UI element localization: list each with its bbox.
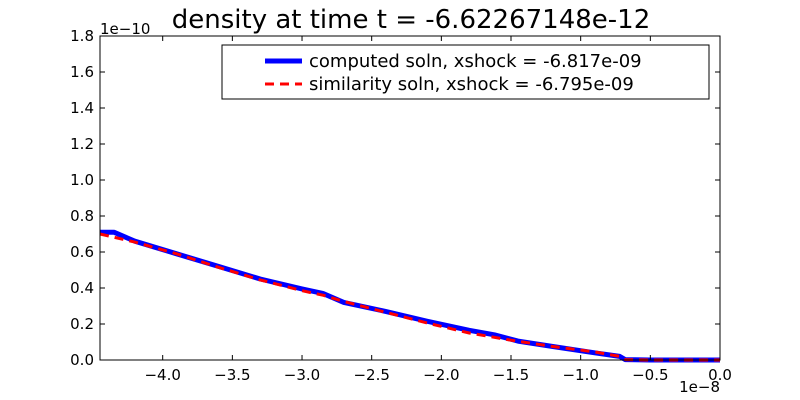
x-tick-label: 0.0	[708, 366, 732, 384]
series-line-1	[100, 229, 720, 363]
plot-frame	[99, 35, 721, 361]
y-multiplier-label: 1e−10	[100, 20, 150, 38]
y-tick-label: 1.8	[70, 27, 94, 45]
legend-box	[221, 44, 710, 100]
x-tick-label: −0.5	[632, 366, 668, 384]
x-tick-label: −2.0	[423, 366, 459, 384]
x-tick-label: −1.0	[562, 366, 598, 384]
x-tick-label: −4.0	[144, 366, 180, 384]
y-tick-label: 1.6	[70, 63, 94, 81]
y-tick-label: 0.8	[70, 207, 94, 225]
series-group	[99, 229, 720, 363]
y-tick-label: 0.4	[70, 279, 94, 297]
legend-label-1: computed soln, xshock = -6.817e-09	[309, 51, 642, 72]
x-tick-label: −3.5	[214, 366, 250, 384]
y-tick-label: 1.0	[70, 171, 94, 189]
y-tick-label: 0.6	[70, 243, 94, 261]
x-multiplier-label: 1e−8	[679, 378, 720, 396]
x-tick-label: −1.5	[493, 366, 529, 384]
series-line-2	[99, 232, 720, 362]
y-tick-label: 1.4	[70, 99, 94, 117]
x-tick-label: −3.0	[284, 366, 320, 384]
y-tick-label: 0.2	[70, 315, 94, 333]
legend-label-2: similarity soln, xshock = -6.795e-09	[309, 74, 634, 95]
y-tick-label: 0.0	[70, 351, 94, 369]
x-tick-label: −2.5	[353, 366, 389, 384]
y-tick-label: 1.2	[70, 135, 94, 153]
legend: computed soln, xshock = -6.817e-09simila…	[221, 44, 710, 100]
chart-title: density at time t = -6.62267148e-12	[172, 5, 651, 35]
